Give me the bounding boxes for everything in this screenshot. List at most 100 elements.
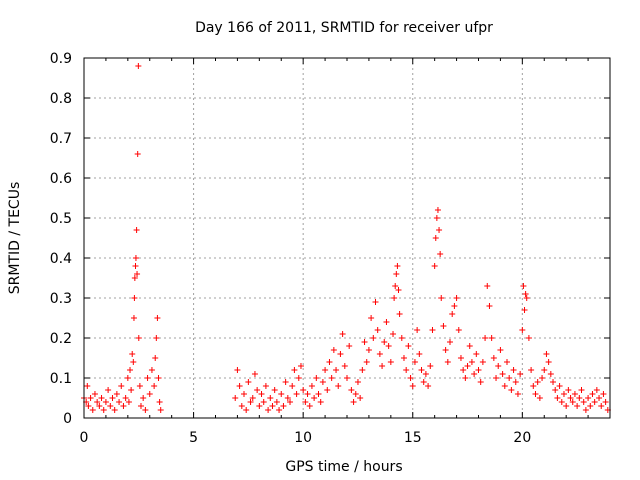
data-point [124, 375, 131, 381]
data-point [514, 391, 521, 397]
data-point [534, 379, 541, 385]
x-tick-label: 5 [189, 430, 198, 446]
data-point [376, 351, 383, 357]
grid-lines [84, 58, 610, 418]
data-point [405, 343, 412, 349]
data-point [466, 343, 473, 349]
data-point [593, 387, 600, 393]
data-point [129, 351, 136, 357]
data-point [302, 399, 309, 405]
data-point [432, 235, 439, 241]
data-point [418, 367, 425, 373]
data-point [111, 407, 118, 413]
data-point [256, 403, 263, 409]
data-point [151, 383, 158, 389]
data-point [326, 359, 333, 365]
data-point [565, 387, 572, 393]
data-point [273, 399, 280, 405]
y-axis-label: SRMTID / TECUs [7, 182, 23, 295]
data-point [269, 403, 276, 409]
y-tick-label: 0.4 [50, 251, 72, 267]
data-point [293, 391, 300, 397]
data-point [436, 227, 443, 233]
data-point [154, 315, 161, 321]
data-point [587, 403, 594, 409]
data-point [477, 379, 484, 385]
data-point [346, 343, 353, 349]
data-point [536, 395, 543, 401]
plot-frame [83, 57, 611, 419]
data-point [324, 387, 331, 393]
data-point [276, 407, 283, 413]
data-point [131, 295, 138, 301]
data-point [449, 311, 456, 317]
data-point [236, 383, 243, 389]
data-point [582, 407, 589, 413]
data-point [308, 383, 315, 389]
data-point [357, 395, 364, 401]
data-point [554, 395, 561, 401]
data-point [508, 387, 515, 393]
data-point [306, 403, 313, 409]
data-point [506, 375, 513, 381]
data-point [460, 367, 467, 373]
data-point [98, 395, 105, 401]
data-point [438, 295, 445, 301]
y-tick-label: 0.5 [50, 211, 72, 227]
data-point [335, 383, 342, 389]
data-point [156, 399, 163, 405]
data-point [247, 399, 254, 405]
y-tick-label: 0.3 [50, 291, 72, 307]
data-point [130, 359, 137, 365]
data-point [105, 387, 112, 393]
data-point [395, 287, 402, 293]
data-point [232, 395, 239, 401]
y-axis-ticks: 0 0.1 0.2 0.3 0.4 0.5 0.6 0.7 0.8 0.9 [50, 51, 610, 427]
data-point [350, 399, 357, 405]
data-point [107, 403, 114, 409]
data-point [254, 387, 261, 393]
data-point [134, 151, 141, 157]
data-point [519, 327, 526, 333]
data-point [354, 379, 361, 385]
data-point [482, 335, 489, 341]
data-point [379, 363, 386, 369]
x-axis-ticks: 0 5 10 15 20 [80, 58, 611, 446]
data-point [490, 355, 497, 361]
data-point [400, 355, 407, 361]
data-point [368, 315, 375, 321]
data-point [552, 387, 559, 393]
data-point [153, 335, 160, 341]
data-point [96, 403, 103, 409]
data-point [134, 271, 141, 277]
data-point [532, 391, 539, 397]
data-point [363, 359, 370, 365]
data-point [427, 363, 434, 369]
data-point [422, 371, 429, 377]
data-point [433, 215, 440, 221]
data-point [409, 383, 416, 389]
data-point [333, 367, 340, 373]
y-tick-label: 0.1 [50, 371, 72, 387]
data-point [600, 391, 607, 397]
data-point [251, 371, 258, 377]
data-point [295, 375, 302, 381]
data-point [547, 371, 554, 377]
data-point [574, 403, 581, 409]
data-point [462, 375, 469, 381]
data-point [585, 395, 592, 401]
data-point [453, 295, 460, 301]
data-point [475, 367, 482, 373]
data-point [245, 379, 252, 385]
data-point [155, 375, 162, 381]
data-point [372, 299, 379, 305]
data-point [317, 399, 324, 405]
data-point [140, 395, 147, 401]
data-point [135, 335, 142, 341]
x-tick-label: 10 [294, 430, 312, 446]
data-point [558, 399, 565, 405]
y-tick-label: 0.6 [50, 171, 72, 187]
data-point [240, 391, 247, 397]
data-point [464, 363, 471, 369]
